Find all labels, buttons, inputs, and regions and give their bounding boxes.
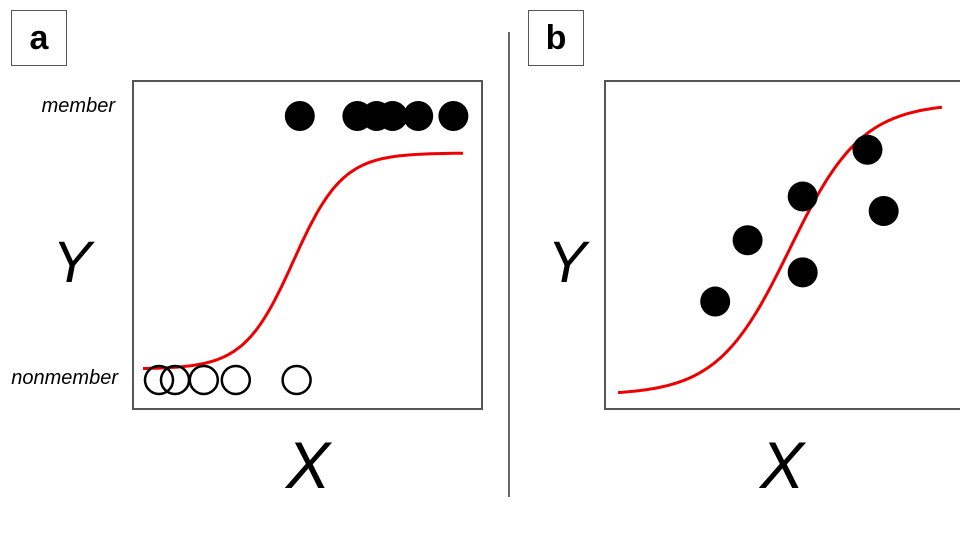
panel-b-data-point	[787, 257, 818, 288]
panel-b-logistic-curve	[617, 105, 943, 394]
panel-a-nonmember-label: nonmember	[11, 367, 119, 389]
panel-b-data-point	[787, 181, 818, 212]
panel-a-member-point	[403, 101, 434, 131]
panel-a-label: a	[11, 10, 67, 66]
panel-divider	[508, 32, 510, 497]
panel-b-data-point	[852, 134, 883, 165]
panel-a: member nonmember Y X	[11, 80, 483, 502]
panel-b-y-axis-label: Y	[548, 230, 591, 295]
panel-b-frame	[604, 80, 960, 410]
panel-b-data-point	[732, 225, 763, 256]
panel-b-points	[700, 134, 899, 317]
panel-b-data-point	[700, 286, 731, 317]
panel-a-points	[143, 101, 469, 396]
panel-b-data-point	[868, 196, 899, 227]
panel-a-frame	[132, 80, 483, 410]
panel-a-nonmember-point	[143, 364, 175, 396]
panel-b-x-axis-label: X	[758, 428, 807, 502]
panel-a-member-point	[438, 101, 469, 131]
panel-a-logistic-curve	[143, 151, 463, 370]
panel-a-nonmember-point	[159, 364, 191, 396]
panel-a-x-axis-label: X	[284, 428, 333, 502]
panel-a-y-axis-label: Y	[53, 230, 96, 295]
panel-a-nonmember-point	[188, 364, 220, 396]
panel-a-member-point	[377, 101, 408, 131]
panel-b: Y X	[548, 80, 960, 502]
panel-a-member-label: member	[42, 95, 117, 117]
panel-b-label: b	[528, 10, 584, 66]
panel-a-nonmember-point	[220, 364, 252, 396]
panel-a-member-point	[284, 101, 315, 131]
panel-a-nonmember-point	[281, 364, 312, 396]
